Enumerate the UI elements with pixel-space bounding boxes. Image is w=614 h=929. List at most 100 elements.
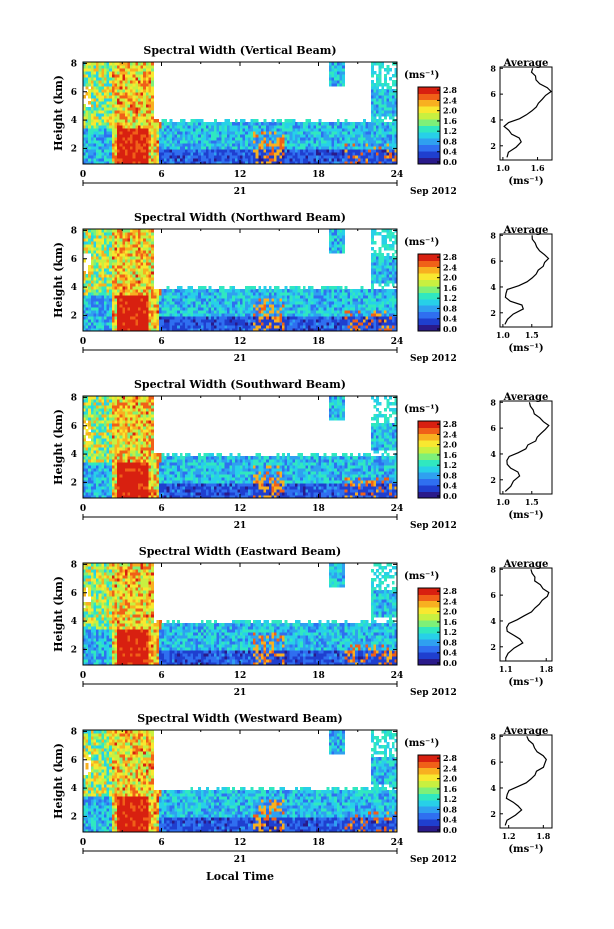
heatmap-cell	[383, 107, 387, 111]
heatmap-cell	[224, 158, 228, 162]
heatmap-cell	[240, 325, 243, 329]
heatmap-cell	[103, 256, 107, 260]
heatmap-cell	[258, 149, 262, 153]
heatmap-cell	[98, 325, 102, 329]
heatmap-cell	[318, 289, 322, 293]
heatmap-cell	[352, 328, 356, 332]
heatmap-cell	[117, 316, 120, 320]
heatmap-cell	[355, 137, 359, 141]
heatmap-cell	[378, 325, 382, 329]
heatmap-cell	[213, 131, 217, 135]
heatmap-cell	[339, 319, 343, 323]
heatmap-cell	[145, 98, 149, 102]
heatmap-cell	[153, 307, 157, 311]
heatmap-cell	[284, 313, 288, 317]
heatmap-cell	[98, 328, 102, 332]
heatmap-cell	[96, 101, 99, 105]
heatmap-cell	[90, 92, 94, 96]
heatmap-cell	[132, 110, 136, 114]
heatmap-cell	[258, 322, 262, 326]
heatmap-cell	[109, 86, 113, 90]
heatmap-cell	[96, 128, 99, 132]
heatmap-cell	[219, 134, 222, 138]
heatmap-cell	[221, 152, 225, 156]
heatmap-cell	[187, 158, 191, 162]
heatmap-cell	[216, 134, 220, 138]
heatmap-cell	[321, 137, 325, 141]
heatmap-cell	[177, 149, 181, 153]
heatmap-cell	[135, 92, 139, 96]
heatmap-cell	[85, 280, 89, 284]
heatmap-cell	[158, 140, 162, 144]
heatmap-cell	[114, 62, 118, 66]
heatmap-cell	[132, 149, 136, 153]
heatmap-cell	[237, 313, 241, 317]
heatmap-cell	[83, 313, 86, 317]
heatmap-cell	[83, 113, 86, 117]
heatmap-cell	[114, 253, 118, 257]
heatmap-cell	[342, 244, 345, 248]
heatmap-cell	[383, 235, 387, 239]
heatmap-cell	[103, 80, 107, 84]
heatmap-cell	[213, 149, 217, 153]
heatmap-cell	[378, 274, 382, 278]
heatmap-cell	[308, 155, 311, 159]
heatmap-cell	[130, 250, 134, 254]
heatmap-cell	[310, 146, 314, 150]
heatmap-cell	[355, 143, 359, 147]
heatmap-cell	[334, 316, 338, 320]
heatmap-cell	[289, 301, 293, 305]
heatmap-cell	[370, 307, 374, 311]
heatmap-cell	[200, 298, 204, 302]
heatmap-cell	[192, 313, 196, 317]
heatmap-cell	[177, 128, 181, 132]
heatmap-cell	[148, 286, 152, 290]
heatmap-cell	[300, 131, 304, 135]
heatmap-cell	[365, 289, 369, 293]
heatmap-cell	[132, 250, 136, 254]
heatmap-cell	[111, 152, 115, 156]
heatmap-cell	[224, 119, 228, 123]
heatmap-cell	[253, 295, 256, 299]
heatmap-cell	[383, 295, 387, 299]
heatmap-cell	[177, 316, 181, 320]
heatmap-cell	[98, 241, 102, 245]
heatmap-cell	[349, 152, 353, 156]
heatmap-cell	[368, 292, 372, 296]
heatmap-cell	[182, 125, 186, 129]
heatmap-cell	[83, 295, 86, 299]
heatmap-cell	[229, 298, 233, 302]
heatmap-cell	[143, 71, 147, 75]
heatmap-cell	[331, 310, 335, 314]
heatmap-cell	[96, 241, 99, 245]
heatmap-cell	[96, 229, 99, 233]
heatmap-cell	[391, 149, 395, 153]
heatmap-cell	[90, 122, 94, 126]
heatmap-cell	[90, 319, 94, 323]
heatmap-cell	[151, 155, 154, 159]
heatmap-cell	[376, 161, 379, 165]
heatmap-cell	[394, 238, 398, 242]
heatmap-cell	[130, 89, 134, 93]
heatmap-cell	[195, 122, 199, 126]
heatmap-cell	[266, 289, 270, 293]
heatmap-cell	[153, 140, 157, 144]
heatmap-cell	[140, 280, 144, 284]
heatmap-cell	[237, 301, 241, 305]
heatmap-cell	[240, 125, 243, 129]
heatmap-cell	[93, 110, 97, 114]
heatmap-cell	[127, 301, 131, 305]
heatmap-cell	[140, 77, 144, 81]
heatmap-cell	[103, 89, 107, 93]
heatmap-cell	[318, 128, 322, 132]
heatmap-cell	[219, 286, 222, 290]
heatmap-cell	[219, 140, 222, 144]
heatmap-cell	[378, 265, 382, 269]
colorbar-tick-label: 2.8	[443, 85, 457, 95]
heatmap-cell	[109, 238, 113, 242]
heatmap-cell	[127, 325, 131, 329]
heatmap-cell	[164, 319, 168, 323]
heatmap-cell	[119, 286, 123, 290]
heatmap-cell	[315, 125, 319, 129]
heatmap-cell	[148, 244, 152, 248]
